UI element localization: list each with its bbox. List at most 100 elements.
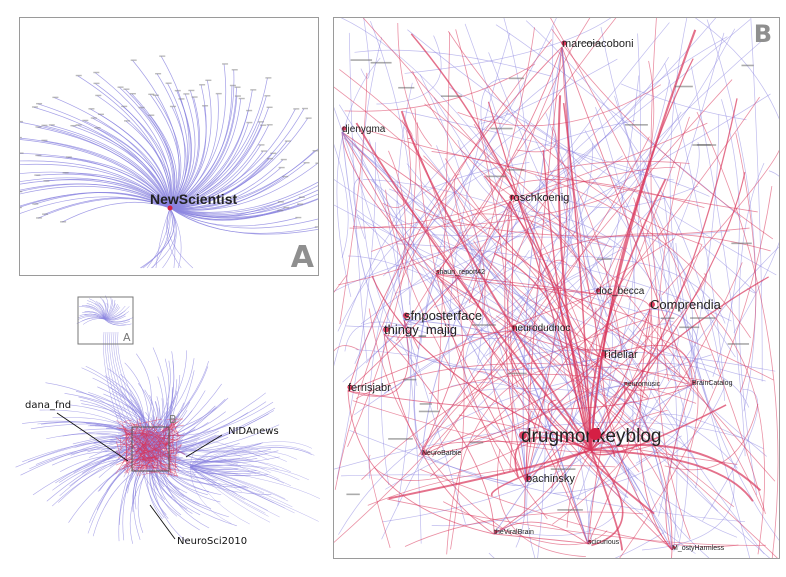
panel-b-edge <box>614 95 751 558</box>
panel-a-leaf-node <box>222 63 229 65</box>
overview-callout-line <box>56 412 129 462</box>
panel-a-edge <box>37 155 171 209</box>
panel-a-letter: A <box>290 240 314 275</box>
panel-a-edge <box>169 80 212 209</box>
panel-a-leaf-node <box>250 89 257 91</box>
panel-b-edge <box>423 155 486 315</box>
panel-a-leaf-node <box>93 82 100 85</box>
overview-edges <box>15 295 321 544</box>
overview-edge <box>115 450 137 473</box>
panel-a-leaf-node <box>52 96 59 99</box>
panel-a-edge <box>67 157 171 209</box>
panel-b-node <box>519 431 527 440</box>
panel-a-edge <box>77 75 171 209</box>
overview-edge <box>189 466 275 504</box>
panel-a-edge <box>64 172 171 209</box>
panel-b-node-label: Tideliar <box>602 349 638 361</box>
panel-a-edge <box>169 151 264 209</box>
panel-b-edge <box>464 23 592 541</box>
panel-b-node-label: Comprendia <box>650 297 722 312</box>
overview-callout-line <box>185 434 223 458</box>
overview-edge <box>86 303 105 320</box>
panel-b-edge <box>421 200 511 456</box>
overview-edge <box>103 296 112 320</box>
panel-b-edge <box>352 400 651 454</box>
panel-b-node <box>509 194 515 200</box>
panel-b-edge <box>341 131 437 275</box>
panel-b-edge <box>560 289 620 341</box>
panel-b-minor-node-label <box>507 372 527 375</box>
overview-edge <box>140 432 168 446</box>
panel-b-edge <box>504 200 527 483</box>
overview-edge <box>135 435 185 437</box>
panel-b-edge <box>637 193 670 430</box>
panel-b-node-label: scicurious <box>588 539 620 546</box>
overview-edge <box>189 458 279 470</box>
panel-a-edge <box>167 83 189 209</box>
panel-b-node <box>436 270 440 274</box>
overview-edge <box>162 454 208 496</box>
panel-a-edges <box>20 55 318 269</box>
panel-b-edge <box>694 18 779 120</box>
panel-a-edge <box>156 73 186 209</box>
panel-b-edge <box>382 412 635 523</box>
panel-a-edge <box>155 207 171 269</box>
panel-a-edge <box>169 90 192 209</box>
panel-b-edge <box>456 57 669 236</box>
panel-b-minor-node-label <box>579 42 604 44</box>
panel-b-edge <box>407 29 777 276</box>
panel-b-edge <box>429 373 697 404</box>
panel-b-edge <box>424 103 764 512</box>
panel-b-minor-node-label <box>674 85 693 88</box>
overview-edge <box>189 450 298 468</box>
panel-a-leaf-node <box>178 98 185 100</box>
panel-a-edge <box>169 189 318 215</box>
panel-a-edge <box>77 124 171 209</box>
panel-a-leaf-node <box>93 71 100 74</box>
panel-a-edge <box>169 207 280 221</box>
panel-a-leaf-node <box>188 89 195 92</box>
panel-a-leaf-node <box>138 106 145 109</box>
panel-b-edge <box>493 521 589 545</box>
panel-a-edge <box>169 144 261 209</box>
panel-b-minor-node-label <box>440 95 462 97</box>
panel-b-edge <box>519 467 630 536</box>
overview-inset-letter-a: A <box>123 331 131 344</box>
panel-b-edge <box>522 356 738 538</box>
overview-edge <box>103 318 130 324</box>
panel-b-edge <box>447 36 728 290</box>
panel-a-edge <box>125 89 175 209</box>
panel-b-node <box>624 382 628 386</box>
panel-b-minor-node-label <box>471 324 496 326</box>
panel-a-leaf-node <box>202 105 209 107</box>
panel-b-edge <box>348 32 368 361</box>
panel-a-leaf-node <box>35 154 42 157</box>
panel-b-edge <box>336 57 381 297</box>
overview-edge <box>130 467 137 472</box>
panel-b-edge <box>435 273 693 386</box>
panel-b-node-label: theViralBrain <box>494 529 534 536</box>
overview-edge <box>123 468 129 474</box>
panel-a-edge <box>50 124 171 209</box>
panel-a-edge <box>169 64 227 209</box>
panel-b-edge <box>514 436 592 478</box>
panel-b-edge <box>733 170 779 333</box>
panel-a-edge <box>37 198 171 219</box>
panel-b-edge <box>435 273 597 295</box>
panel-a-leaf-node <box>199 84 206 86</box>
panel-b-edge <box>362 18 776 482</box>
panel-b-edge <box>476 79 670 409</box>
panel-a-leaf-node <box>277 201 284 203</box>
panel-a-leaf-node <box>130 59 137 61</box>
panel-b-edge <box>355 122 592 451</box>
overview-edge <box>189 466 321 499</box>
overview-edge <box>137 451 170 473</box>
overview-edge <box>64 392 159 436</box>
panel-a-edge <box>43 125 171 209</box>
overview-edge <box>133 417 178 464</box>
panel-a-edge <box>169 106 207 209</box>
overview-edge <box>189 466 250 525</box>
panel-a-edge <box>169 162 306 210</box>
panel-b-minor-node-label <box>692 144 717 146</box>
panel-b-edge <box>395 18 617 342</box>
